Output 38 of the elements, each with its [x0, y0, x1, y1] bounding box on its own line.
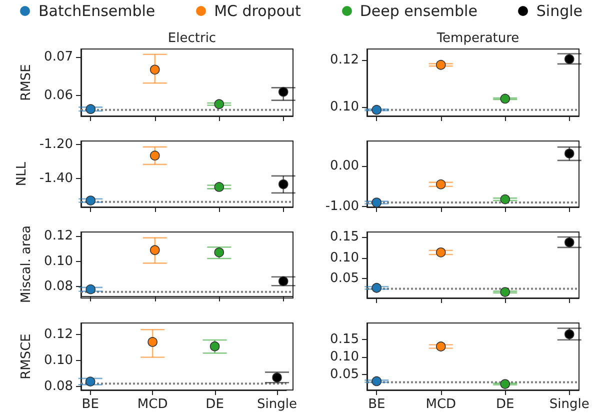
x-tick-label: BE — [368, 397, 386, 412]
y-tick-label: 0.10 — [44, 353, 73, 368]
y-tick-label: 0.06 — [44, 88, 73, 103]
y-tick-label: -1.40 — [39, 170, 73, 186]
y-tick-label: 0.05 — [330, 367, 359, 382]
y-tick-label: -1.20 — [39, 136, 73, 152]
y-axis-title: NLL — [14, 161, 30, 186]
y-axis-title: RMSCE — [19, 334, 34, 380]
y-tick-label: 0.12 — [44, 228, 73, 244]
x-tick-label: DE — [496, 397, 514, 412]
y-tick-label: 0.12 — [44, 327, 73, 342]
legend-label: Deep ensemble — [360, 2, 478, 20]
x-tick-label: Single — [257, 397, 297, 412]
y-tick-label: 0.05 — [330, 271, 359, 286]
chart-title: Electric — [168, 31, 216, 46]
x-tick-label: BE — [82, 397, 99, 412]
y-tick-label: 0.15 — [330, 230, 359, 245]
legend-label: Single — [536, 2, 583, 20]
y-axis-title: RMSE — [19, 64, 34, 101]
x-tick-label: Single — [549, 397, 590, 412]
y-tick-label: 0.00 — [330, 158, 359, 174]
y-tick-label: 0.07 — [44, 50, 73, 65]
y-tick-label: 0.08 — [44, 379, 73, 394]
legend-label: MC dropout — [214, 2, 301, 20]
y-tick-label: 0.08 — [44, 279, 73, 294]
y-tick-label: 0.15 — [330, 332, 359, 347]
x-tick-label: MCD — [426, 397, 456, 412]
y-tick-label: -1.00 — [325, 199, 359, 214]
legend-label: BatchEnsemble — [38, 2, 156, 20]
x-tick-label: MCD — [137, 397, 168, 412]
y-tick-label: 0.10 — [330, 100, 359, 115]
y-tick-label: 0.10 — [330, 350, 359, 365]
y-axis-title: Miscal. area — [19, 225, 34, 304]
chart-title: Temperature — [436, 31, 520, 46]
y-tick-label: 0.10 — [44, 254, 73, 269]
y-tick-label: 0.12 — [330, 52, 359, 68]
y-tick-label: 0.10 — [330, 250, 359, 266]
x-tick-label: DE — [206, 397, 224, 412]
